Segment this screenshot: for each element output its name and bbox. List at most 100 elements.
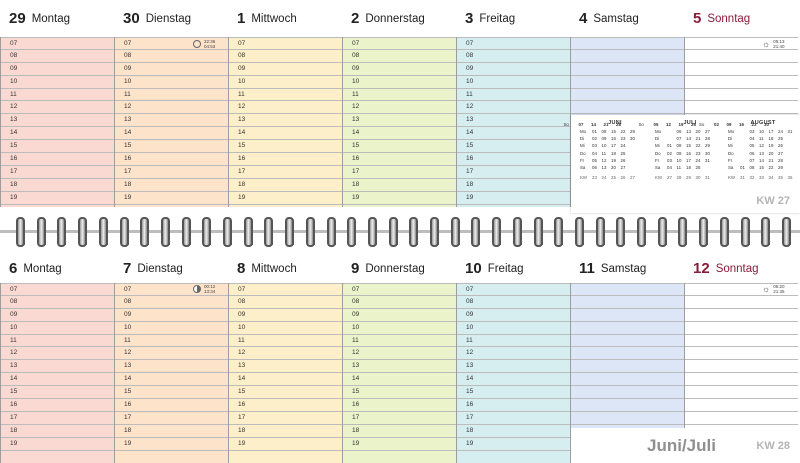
mini-calendar-day[interactable]: 24 [778,129,783,134]
hour-slot[interactable]: 13 [457,114,570,128]
hour-slot[interactable] [685,309,798,322]
hour-slot[interactable] [571,63,684,76]
hour-slot[interactable]: 07 [457,37,570,50]
hour-slot[interactable]: 19 [115,192,228,205]
hour-slot[interactable]: 14 [115,127,228,141]
hour-slot[interactable]: 17 [115,412,228,425]
mini-calendar-day[interactable] [630,142,640,149]
hour-slot[interactable]: 13 [115,360,228,374]
hour-slot[interactable]: 15 [115,386,228,400]
hour-slot[interactable]: 11 [1,89,114,102]
mini-calendar-day[interactable]: 25 [620,150,626,156]
mini-calendar-day[interactable]: 28 [616,122,621,127]
hour-slot[interactable]: 14 [229,127,342,141]
mini-calendar-day[interactable]: 17 [686,157,691,163]
hour-slot[interactable]: 08 [457,50,570,63]
hour-slot[interactable]: 14 [343,373,456,387]
hour-slot[interactable]: 14 [457,373,570,387]
mini-calendar-day[interactable]: 18 [611,150,616,156]
hour-slot[interactable]: 17 [343,166,456,179]
day-header-sunday[interactable]: 12 Sonntag [684,252,798,285]
hour-slot[interactable]: 08 [229,296,342,309]
hour-slot[interactable]: 12 [115,101,228,115]
mini-calendar-day[interactable] [740,128,750,135]
mini-calendar-day[interactable]: 26 [620,157,626,163]
hour-slot[interactable]: 07 [457,283,570,296]
mini-calendar-day[interactable]: 02 [592,136,597,142]
hour-slot[interactable] [571,412,684,425]
hour-slot[interactable]: 18 [1,179,114,192]
hour-slot[interactable]: 13 [115,114,228,128]
hour-slot[interactable]: 15 [115,140,228,154]
hour-slot[interactable] [571,335,684,348]
hour-slot[interactable]: 08 [229,50,342,63]
hour-slot[interactable]: 17 [229,412,342,425]
mini-calendar-day[interactable]: 23 [695,150,701,156]
hour-slot[interactable]: 18 [115,179,228,192]
hour-slot[interactable]: 13 [343,114,456,128]
mini-calendar-day[interactable]: 12 [666,122,671,127]
mini-calendar-day[interactable]: 15 [611,129,616,134]
hour-slot[interactable]: 12 [229,347,342,361]
mini-calendar-day[interactable]: 21 [768,157,774,163]
hour-slot[interactable]: 07 [343,37,456,50]
hour-slot[interactable] [685,283,798,296]
day-header-friday[interactable]: 10 Freitag [456,252,570,285]
hour-slot[interactable]: 13 [1,114,114,128]
hour-slot[interactable] [685,373,798,387]
mini-calendar-day[interactable]: 03 [667,157,672,163]
hour-slot[interactable]: 07 [115,37,228,50]
mini-calendar-day[interactable]: 09 [601,136,607,142]
hour-slot[interactable]: 08 [115,50,228,63]
hour-slot[interactable]: 10 [343,322,456,335]
hour-slot[interactable]: 10 [229,322,342,335]
mini-calendar-day[interactable]: 18 [768,136,774,142]
mini-calendar-day[interactable]: 27 [778,150,783,156]
hour-slot[interactable]: 12 [457,101,570,115]
hour-slot[interactable] [685,386,798,400]
hour-slot[interactable] [685,63,798,76]
mini-calendar-day[interactable] [740,135,750,142]
mini-calendar-day[interactable]: 09 [726,122,732,127]
hour-slot[interactable] [571,37,684,50]
hour-slot[interactable]: 18 [343,179,456,192]
hour-slot[interactable]: 19 [115,438,228,451]
mini-calendar-day[interactable] [788,164,798,171]
hour-slot[interactable]: 09 [343,309,456,322]
hour-slot[interactable]: 15 [457,386,570,400]
mini-calendar-day[interactable]: 22 [768,165,774,171]
hour-slot[interactable]: 15 [343,140,456,154]
hour-slot[interactable]: 19 [229,192,342,205]
mini-calendar-day[interactable]: 11 [676,165,682,171]
day-column-friday[interactable]: 07 08 09 10 11 12 13 14 15 16 17 18 19 [456,37,570,207]
mini-calendar-day[interactable]: 10 [759,129,764,134]
hour-slot[interactable] [685,37,798,50]
mini-calendar-day[interactable]: 12 [601,157,607,163]
mini-calendar-day[interactable]: 30 [705,150,710,156]
mini-calendar-day[interactable]: 05 [592,157,597,163]
hour-slot[interactable] [685,335,798,348]
hour-slot[interactable] [685,89,798,102]
hour-slot[interactable]: 11 [229,89,342,102]
hour-slot[interactable]: 08 [1,296,114,309]
mini-calendar-day[interactable]: 14 [759,157,764,163]
hour-slot[interactable]: 16 [229,153,342,166]
hour-slot[interactable]: 10 [1,76,114,89]
hour-slot[interactable] [685,50,798,63]
hour-slot[interactable]: 11 [343,335,456,348]
mini-calendar-day[interactable]: 04 [667,165,672,171]
hour-slot[interactable]: 12 [229,101,342,115]
hour-slot[interactable]: 17 [457,412,570,425]
mini-calendar-day[interactable] [788,150,798,157]
mini-calendar-day[interactable] [630,150,640,157]
mini-calendar-day[interactable]: 19 [611,157,616,163]
mini-calendar-day[interactable]: 25 [778,136,783,142]
hour-slot[interactable] [571,309,684,322]
hour-slot[interactable]: 11 [115,335,228,348]
mini-calendar-day[interactable]: 10 [676,157,682,163]
hour-slot[interactable]: 18 [457,425,570,438]
day-header-thursday[interactable]: 9 Donnerstag [342,252,456,285]
hour-slot[interactable]: 16 [343,399,456,412]
hour-slot[interactable]: 16 [1,153,114,166]
hour-slot[interactable]: 08 [343,50,456,63]
